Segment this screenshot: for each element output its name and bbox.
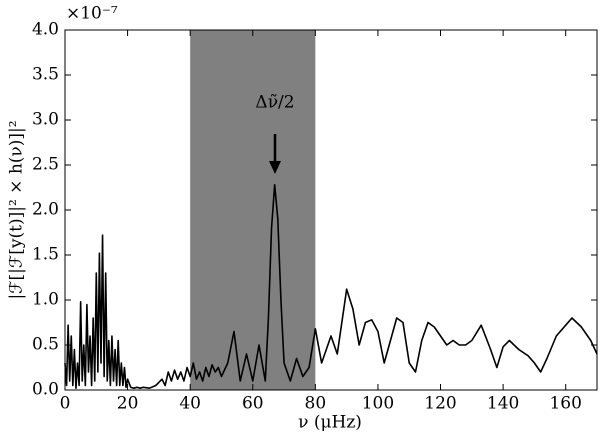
shaded-span [190,30,316,390]
y-tick-label: 1.0 [32,290,59,310]
x-tick-label: 120 [424,394,456,414]
x-axis-label: ν (μHz) [298,413,362,433]
x-tick-label: 60 [242,394,264,414]
y-tick-label: 2.0 [32,200,59,220]
y-tick-label: 0.5 [32,335,59,355]
x-tick-label: 40 [179,394,201,414]
annotation: Δν̃/2 [255,93,294,113]
y-offset-label: ×10⁻⁷ [66,4,118,24]
y-tick-label: 2.5 [32,155,59,175]
x-tick-label: 0 [60,394,71,414]
y-tick-label: 3.5 [32,65,59,85]
x-tick-label: 100 [362,394,394,414]
x-tick-label: 80 [305,394,327,414]
x-tick-label: 140 [487,394,519,414]
y-axis-label: |ℱ[|ℱ[y(t)]|² × h(ν)]|² [7,120,27,299]
plot-frame [64,29,598,391]
y-tick-label: 4.0 [32,20,59,40]
data-line [64,184,598,389]
y-tick-label: 1.5 [32,245,59,265]
y-tick-label: 0.0 [32,380,59,400]
x-tick-label: 160 [549,394,581,414]
y-tick-label: 3.0 [32,110,59,130]
x-tick-label: 20 [117,394,139,414]
annotation-arrowhead [269,161,281,174]
